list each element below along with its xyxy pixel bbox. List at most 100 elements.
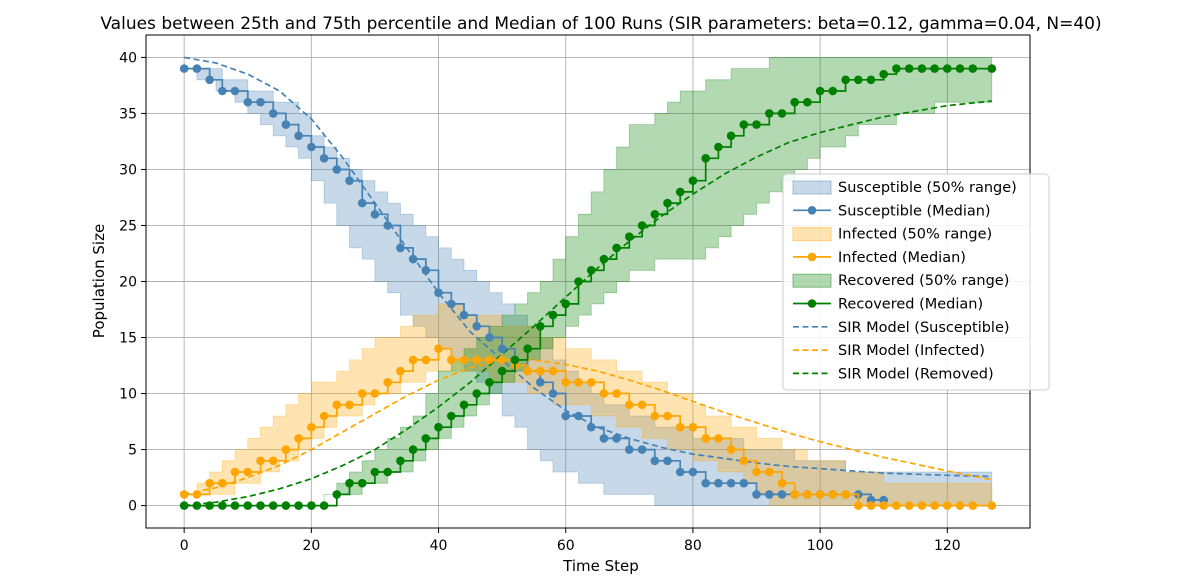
- data-point: [675, 187, 685, 197]
- data-point: [357, 389, 367, 398]
- data-point: [536, 378, 545, 387]
- data-point: [930, 64, 939, 73]
- data-point: [612, 243, 621, 253]
- data-point: [383, 467, 393, 477]
- data-point: [447, 411, 456, 421]
- data-point: [319, 154, 329, 163]
- band-0: [184, 68, 993, 506]
- data-point: [370, 210, 380, 219]
- data-point: [599, 254, 609, 264]
- data-point: [548, 366, 558, 376]
- data-point: [968, 64, 978, 73]
- data-point: [179, 490, 189, 499]
- data-point: [472, 322, 482, 331]
- data-point: [955, 64, 965, 73]
- data-point: [955, 501, 965, 510]
- data-point: [268, 109, 278, 118]
- data-point: [281, 445, 291, 454]
- y-tick-label: 35: [119, 106, 137, 122]
- data-point: [688, 467, 698, 477]
- data-point: [179, 64, 189, 73]
- data-point: [485, 333, 494, 342]
- data-point: [586, 422, 596, 432]
- x-tick-label: 120: [934, 538, 961, 554]
- data-point: [294, 501, 303, 510]
- x-tick-label: 20: [302, 538, 320, 554]
- data-point: [790, 97, 799, 107]
- data-point: [408, 445, 418, 454]
- data-point: [777, 478, 787, 488]
- data-point: [332, 490, 342, 499]
- data-point: [383, 221, 393, 230]
- data-point: [612, 434, 621, 443]
- data-point: [987, 64, 997, 73]
- y-tick-label: 30: [119, 162, 137, 178]
- data-point: [447, 355, 456, 365]
- data-point: [497, 344, 507, 354]
- data-point: [726, 445, 736, 454]
- data-point: [370, 389, 380, 398]
- legend-label: Recovered (50% range): [838, 273, 1009, 289]
- data-point: [854, 501, 863, 510]
- y-tick-label: 25: [119, 218, 137, 234]
- data-point: [421, 355, 431, 365]
- data-point: [688, 176, 698, 185]
- data-point: [599, 434, 609, 443]
- data-point: [307, 142, 316, 152]
- data-point: [536, 366, 545, 376]
- y-tick-label: 20: [119, 275, 137, 291]
- data-point: [765, 467, 774, 477]
- data-point: [434, 344, 443, 354]
- data-point: [332, 400, 342, 410]
- data-point: [612, 389, 621, 398]
- data-point: [904, 64, 914, 73]
- data-point: [459, 310, 469, 320]
- data-point: [726, 131, 736, 141]
- data-point: [777, 109, 787, 118]
- data-point: [854, 75, 863, 85]
- data-point: [637, 221, 647, 230]
- legend-swatch: [792, 273, 832, 288]
- data-point: [332, 165, 342, 174]
- data-point: [586, 378, 596, 387]
- data-point: [650, 456, 660, 466]
- data-point: [383, 378, 393, 387]
- data-point: [357, 198, 367, 208]
- data-point: [625, 400, 634, 410]
- data-point: [472, 355, 482, 365]
- data-point: [396, 243, 405, 253]
- data-point: [879, 501, 888, 510]
- data-point: [841, 490, 850, 499]
- data-point: [650, 411, 660, 421]
- data-point: [701, 478, 710, 488]
- data-point: [357, 478, 367, 488]
- data-point: [752, 467, 761, 477]
- data-point: [701, 154, 710, 163]
- legend: Susceptible (50% range) Susceptible (Medi…: [782, 173, 1050, 391]
- data-point: [561, 411, 570, 421]
- data-point: [179, 501, 189, 510]
- series-line-4: [184, 359, 992, 496]
- data-point: [370, 467, 380, 477]
- data-point: [987, 501, 997, 510]
- data-point: [765, 109, 774, 118]
- data-point: [230, 501, 240, 510]
- data-point: [599, 389, 609, 398]
- data-point: [192, 490, 202, 499]
- data-point: [523, 366, 532, 376]
- data-point: [675, 422, 685, 432]
- x-tick-label: 0: [180, 538, 189, 554]
- data-point: [637, 400, 647, 410]
- data-point: [637, 445, 647, 454]
- data-point: [650, 210, 660, 219]
- data-point: [917, 64, 927, 73]
- data-point: [205, 75, 214, 85]
- data-point: [968, 501, 978, 510]
- data-point: [256, 97, 265, 107]
- data-point: [586, 266, 596, 275]
- data-point: [625, 445, 634, 454]
- data-point: [485, 378, 494, 387]
- data-point: [268, 501, 278, 510]
- data-point: [625, 232, 634, 241]
- legend-label: SIR Model (Removed): [838, 366, 994, 382]
